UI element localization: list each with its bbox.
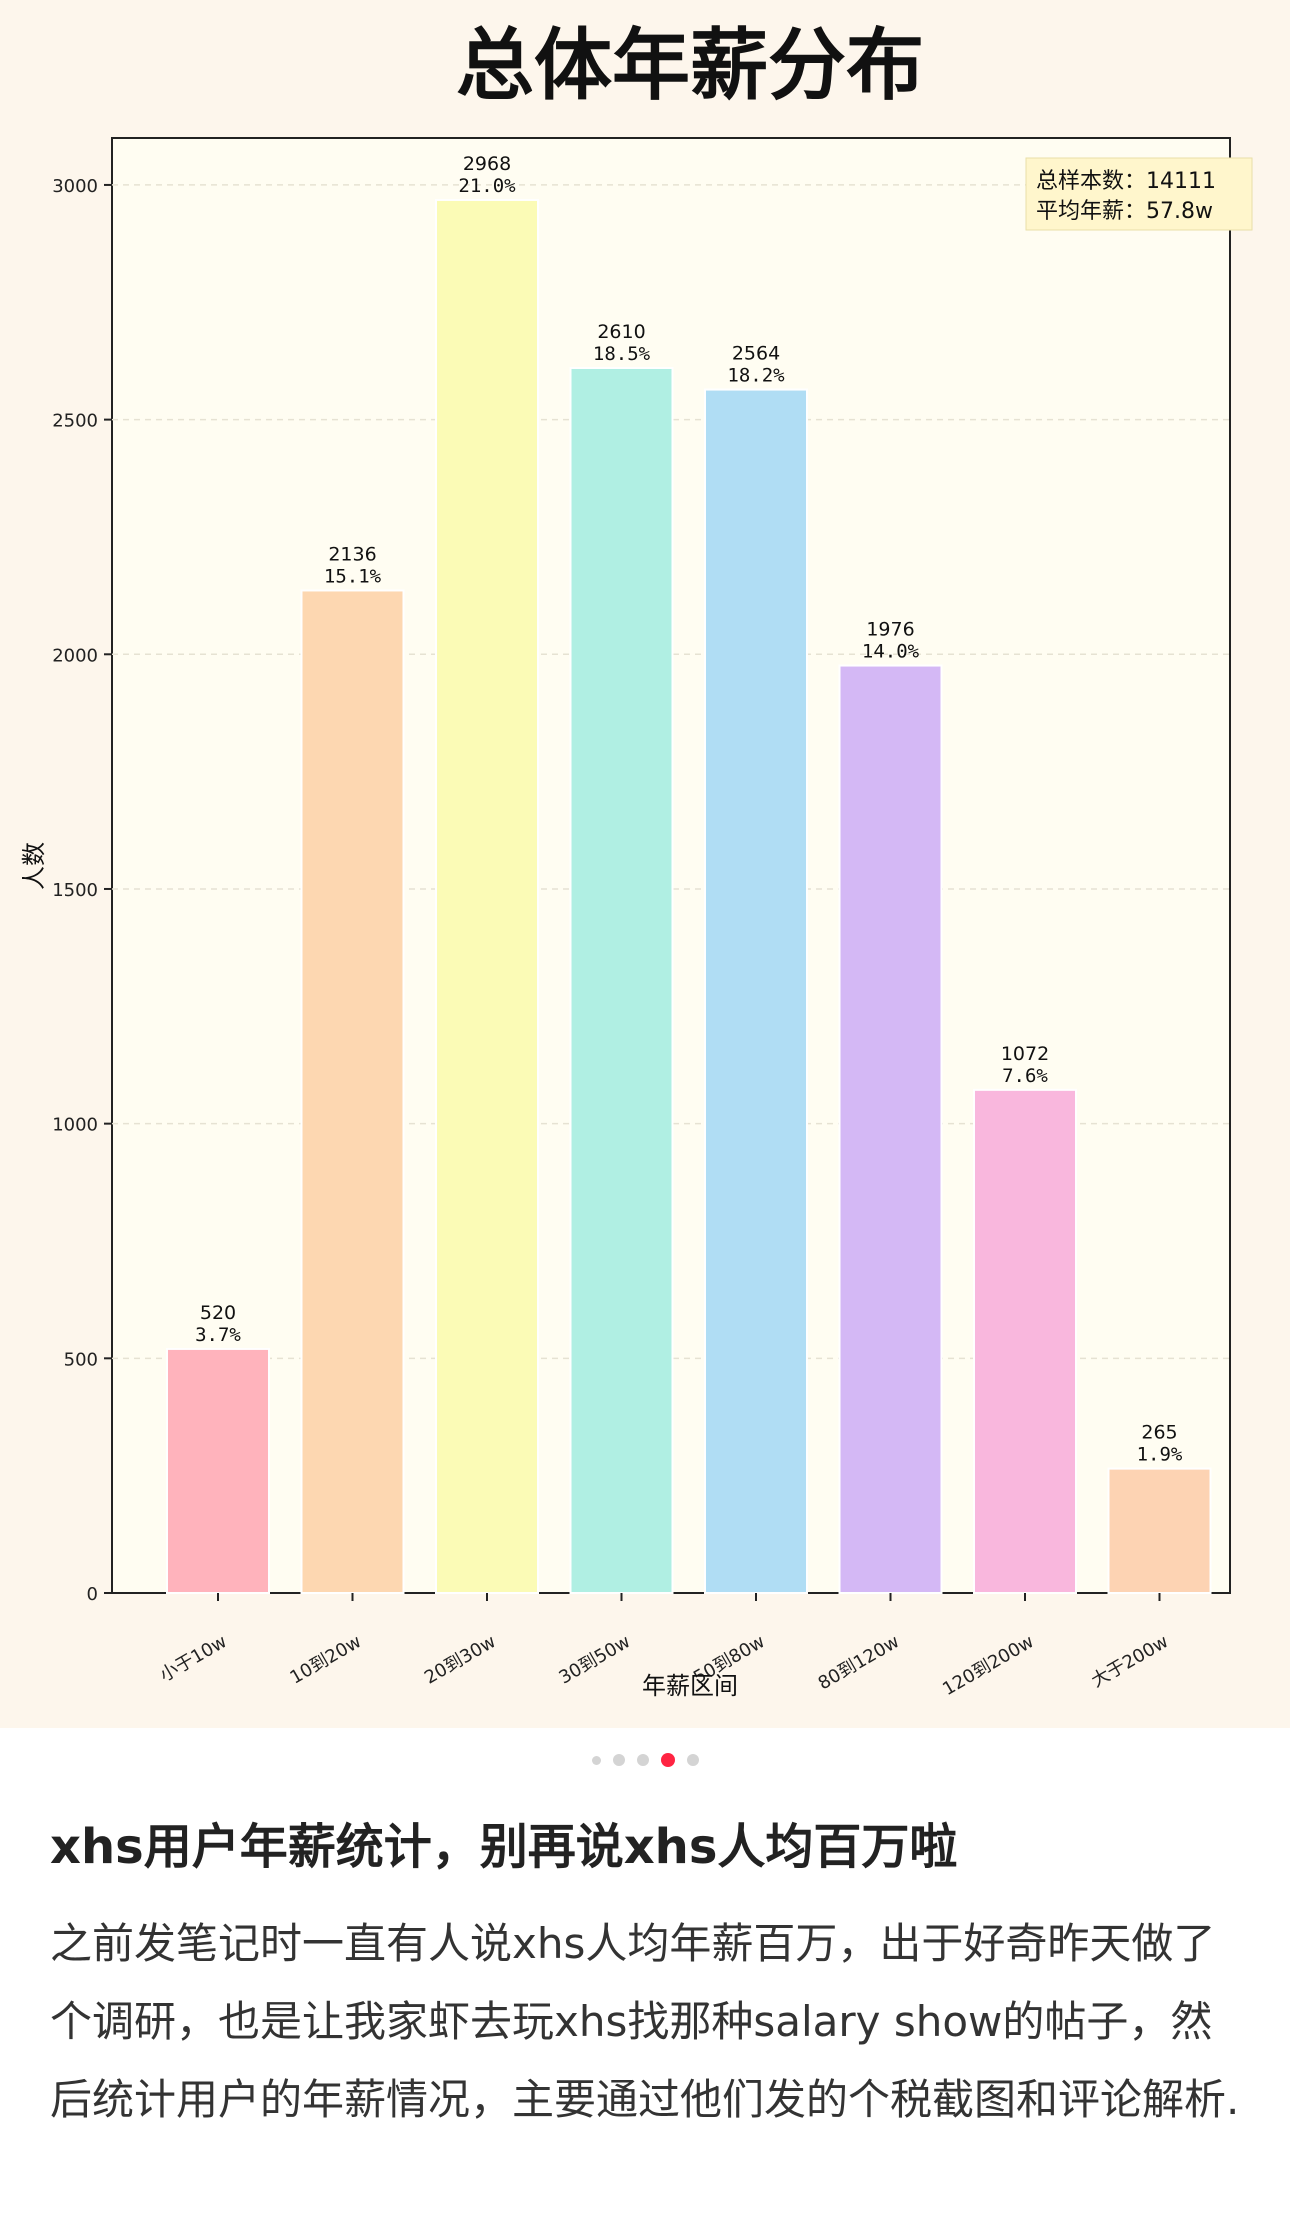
- bar-2: [435, 198, 539, 1594]
- y-tick-label: 2000: [52, 645, 98, 666]
- carousel-dot[interactable]: [686, 1754, 699, 1766]
- x-tick-label: 80到120w: [815, 1631, 903, 1694]
- bar-7: [1107, 1467, 1212, 1595]
- x-tick-label: 120到200w: [939, 1631, 1037, 1700]
- bar-6: [973, 1088, 1077, 1594]
- y-tick-label: 1000: [52, 1115, 98, 1136]
- chart-image[interactable]: 总体年薪分布 520 3.7% 2136 15.1% 2968 21.0% 2610 18.5…: [0, 0, 1290, 1728]
- x-tick-label: 小于10w: [156, 1631, 230, 1686]
- y-tick-label: 2500: [52, 411, 98, 432]
- bar-percent-label: 15.1%: [324, 565, 382, 587]
- carousel-dot-active[interactable]: [660, 1753, 675, 1767]
- x-axis-label: 年薪区间: [642, 1672, 738, 1700]
- carousel-dot[interactable]: [591, 1755, 601, 1765]
- bar-count-label: 2136: [328, 543, 376, 565]
- x-tick-label: 20到30w: [421, 1631, 500, 1688]
- post-title: xhs用户年薪统计，别再说xhs人均百万啦: [50, 1819, 958, 1875]
- bar-0: [166, 1347, 270, 1594]
- stats-total-samples: 总样本数：14111: [1036, 169, 1216, 194]
- carousel-indicator: [0, 1750, 1290, 1770]
- bar-percent-label: 7.6%: [1002, 1065, 1048, 1087]
- bar-count-label: 2564: [732, 343, 780, 365]
- chart-title: 总体年薪分布: [456, 21, 924, 111]
- bar-percent-label: 3.7%: [195, 1324, 241, 1346]
- bar-percent-label: 14.0%: [862, 641, 920, 663]
- bar-3: [569, 366, 674, 1594]
- bar-4: [704, 388, 808, 1594]
- bar-count-label: 1072: [1001, 1043, 1049, 1065]
- carousel-dot[interactable]: [612, 1754, 625, 1766]
- carousel-dot[interactable]: [636, 1754, 649, 1766]
- y-tick-label: 3000: [52, 176, 98, 197]
- post-body: 之前发笔记时一直有人说xhs人均年薪百万，出于好奇昨天做了个调研，也是让我家虾去…: [50, 1919, 1240, 2124]
- bar-count-label: 520: [200, 1302, 236, 1324]
- bar-count-label: 2968: [463, 153, 511, 175]
- y-tick-label: 0: [87, 1584, 98, 1605]
- bar-percent-label: 1.9%: [1137, 1444, 1183, 1466]
- bar-percent-label: 18.5%: [593, 343, 651, 365]
- bar-percent-label: 21.0%: [458, 175, 516, 197]
- bar-count-label: 2610: [597, 321, 645, 343]
- x-tick-label: 10到20w: [286, 1631, 365, 1688]
- bar-1: [300, 589, 405, 1594]
- stats-average-salary: 平均年薪：57.8w: [1036, 199, 1213, 224]
- bar-5: [838, 664, 943, 1594]
- y-axis-label: 人数: [20, 842, 48, 890]
- bar-count-label: 265: [1141, 1422, 1177, 1444]
- y-tick-label: 500: [64, 1349, 98, 1370]
- y-tick-label: 1500: [52, 880, 98, 901]
- x-tick-label: 大于200w: [1088, 1631, 1172, 1692]
- x-tick-label: 30到50w: [555, 1631, 634, 1688]
- bar-count-label: 1976: [866, 619, 914, 641]
- stats-box: [1025, 157, 1253, 231]
- bar-percent-label: 18.2%: [727, 365, 785, 387]
